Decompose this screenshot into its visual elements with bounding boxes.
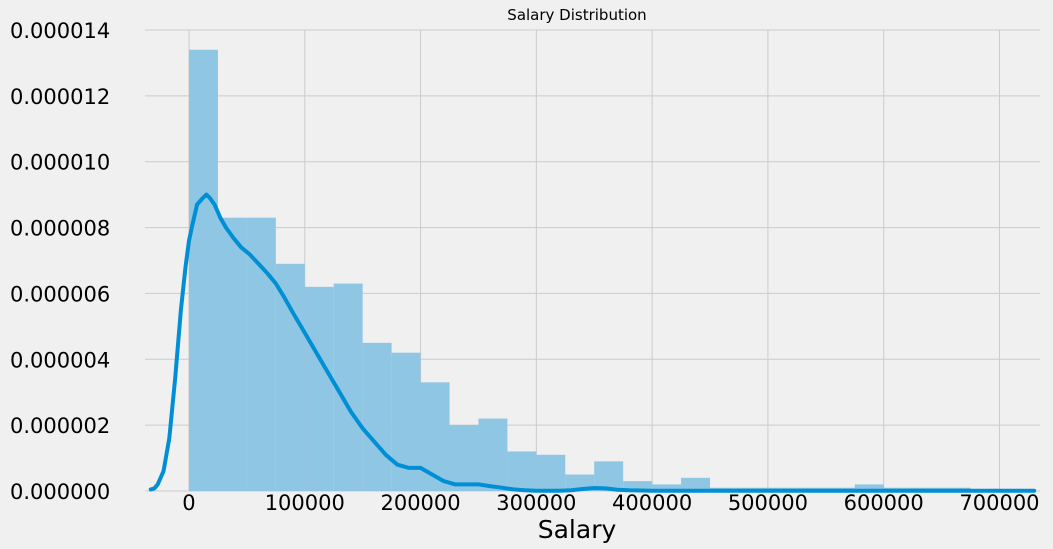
y-axis-tick-labels: 0.000000 0.000002 0.000004 0.000006 0.000008… (10, 19, 110, 504)
x-tick-label: 200000 (380, 491, 460, 515)
x-tick-label: 700000 (959, 491, 1039, 515)
y-tick-label: 0.000014 (10, 19, 110, 43)
histogram-bar (449, 425, 479, 491)
y-tick-label: 0.000008 (10, 217, 110, 241)
y-tick-label: 0.000012 (10, 85, 110, 109)
y-tick-label: 0.000000 (10, 480, 110, 504)
histogram-bar (507, 451, 537, 491)
histogram-bar (594, 461, 624, 491)
histogram-bar (275, 263, 305, 491)
x-axis-tick-labels: 0 100000 200000 300000 400000 500000 600000 700… (182, 491, 1039, 515)
histogram-bar (478, 418, 508, 491)
x-axis-label: Salary (538, 515, 617, 544)
x-tick-label: 0 (182, 491, 195, 515)
histogram-bar (362, 342, 392, 491)
kde-curve (148, 192, 1037, 493)
histogram-bar (246, 217, 276, 491)
histogram-bar (623, 481, 653, 491)
x-tick-label: 600000 (844, 491, 924, 515)
x-tick-label: 300000 (496, 491, 576, 515)
histogram-bar (217, 217, 247, 491)
x-tick-label: 500000 (728, 491, 808, 515)
histogram-bar (652, 484, 682, 491)
histogram-bar (536, 454, 566, 491)
chart-title: Salary Distribution (507, 6, 646, 24)
histogram-bar (681, 477, 711, 491)
y-tick-label: 0.000010 (10, 151, 110, 175)
y-tick-label: 0.000004 (10, 348, 110, 372)
y-tick-label: 0.000006 (10, 282, 110, 306)
histogram-bar (854, 484, 884, 491)
histogram-bar (304, 286, 334, 491)
kde-line (148, 192, 1037, 493)
y-tick-label: 0.000002 (10, 414, 110, 438)
x-tick-label: 400000 (612, 491, 692, 515)
x-tick-label: 100000 (265, 491, 345, 515)
histogram-bar (188, 49, 218, 491)
histogram-bar (391, 352, 421, 491)
